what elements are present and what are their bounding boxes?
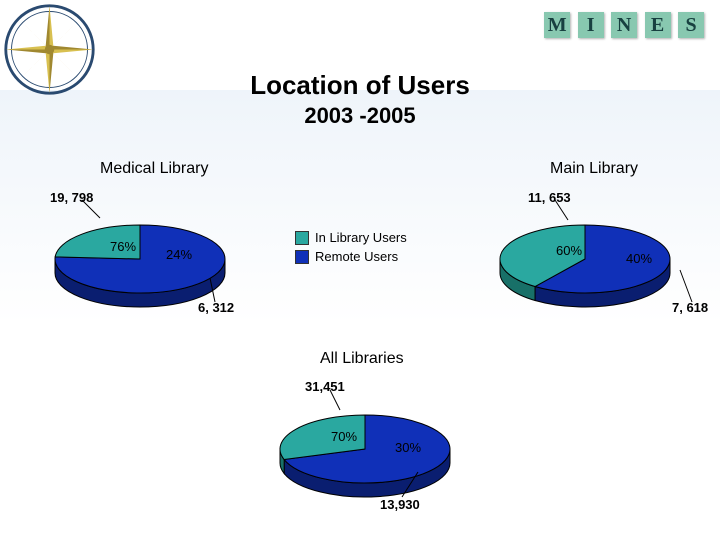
leader-lines (0, 0, 720, 540)
